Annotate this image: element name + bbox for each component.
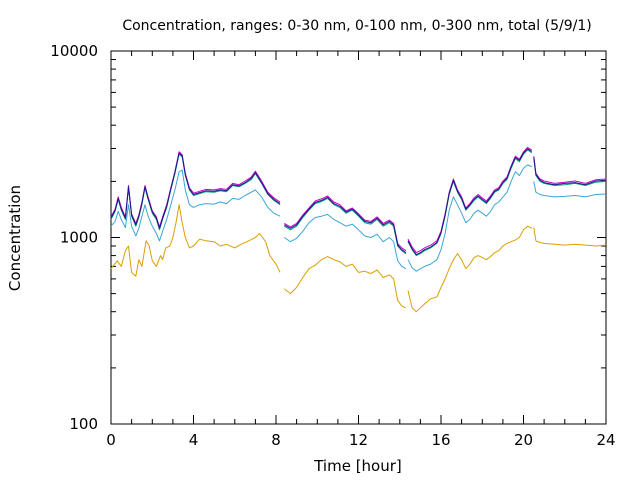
axis-ticks bbox=[110, 51, 607, 425]
x-tick-label: 0 bbox=[106, 431, 116, 449]
chart-title: Concentration, ranges: 0-30 nm, 0-100 nm… bbox=[122, 18, 591, 34]
series-line-4 bbox=[407, 146, 533, 254]
series-line-1 bbox=[407, 225, 533, 313]
series-line-3 bbox=[110, 153, 281, 231]
series-line-2 bbox=[110, 169, 281, 242]
series-line-4 bbox=[284, 195, 407, 252]
series-line-2 bbox=[284, 213, 407, 270]
series-layer bbox=[110, 146, 607, 313]
y-tick-label: 1000 bbox=[60, 229, 98, 247]
axis-tick-labels: 0 4 8 12 16 20 24 100 1000 10000 bbox=[50, 42, 615, 449]
series-line-5 bbox=[284, 196, 407, 254]
series-line-2 bbox=[407, 164, 532, 272]
x-tick-label: 24 bbox=[596, 431, 615, 449]
y-tick-label: 100 bbox=[69, 415, 98, 433]
x-axis-label: Time [hour] bbox=[313, 457, 402, 475]
x-tick-label: 8 bbox=[271, 431, 281, 449]
series-line-4 bbox=[533, 156, 607, 184]
x-tick-label: 12 bbox=[349, 431, 368, 449]
series-line-1 bbox=[110, 204, 281, 277]
series-line-5 bbox=[407, 148, 533, 256]
x-tick-label: 20 bbox=[514, 431, 533, 449]
x-tick-label: 4 bbox=[189, 431, 199, 449]
series-line-1 bbox=[533, 227, 607, 247]
series-line-3 bbox=[284, 197, 407, 255]
series-line-3 bbox=[533, 158, 607, 186]
y-axis-label: Concentration bbox=[6, 185, 24, 291]
series-line-4 bbox=[110, 151, 281, 228]
series-line-1 bbox=[283, 256, 407, 309]
x-tick-label: 16 bbox=[431, 431, 450, 449]
y-tick-label: 10000 bbox=[50, 42, 98, 60]
series-line-5 bbox=[110, 152, 281, 229]
series-line-2 bbox=[533, 181, 607, 198]
series-line-5 bbox=[533, 157, 607, 186]
